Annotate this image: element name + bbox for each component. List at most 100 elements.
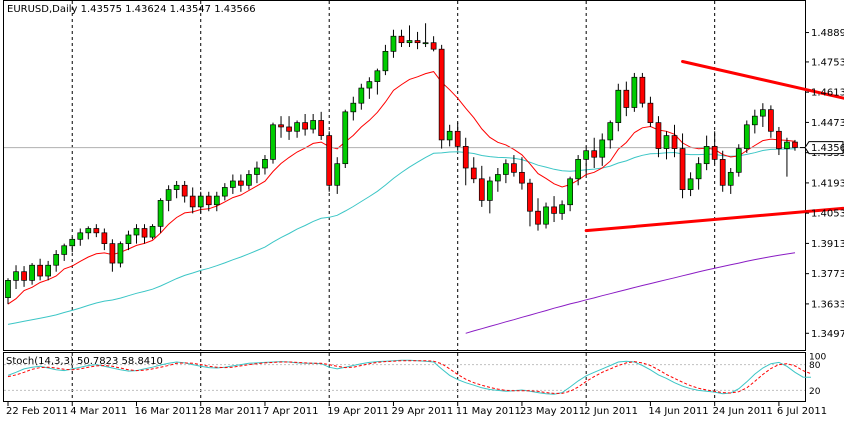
candle-body <box>213 195 220 206</box>
y-tick-label: 1.47530 <box>811 57 844 68</box>
x-tick-label: 7 Apr 2011 <box>263 406 318 417</box>
candle-body <box>157 200 164 227</box>
candle-body <box>430 42 437 50</box>
y-tick-label: 1.41930 <box>811 178 844 189</box>
candle-body <box>246 174 252 186</box>
candle-body <box>21 271 27 281</box>
candle-body <box>69 238 76 247</box>
candle-body <box>655 122 662 149</box>
y-tick-label: 1.44730 <box>811 118 844 129</box>
candle-body <box>238 180 244 186</box>
candle-body <box>671 135 678 149</box>
current-price-label: 1.43566 <box>811 143 844 154</box>
x-tick-label: 6 Jul 2011 <box>777 406 827 417</box>
candle-body <box>454 130 461 147</box>
moving-averages <box>4 71 806 334</box>
candle-body <box>406 40 413 44</box>
stoch-tick-label: 80 <box>809 361 821 371</box>
candle-body <box>29 264 35 281</box>
candle-body <box>776 130 782 149</box>
x-tick-label: 29 Apr 2011 <box>391 406 453 417</box>
candle-body <box>165 189 172 201</box>
x-tick-label: 24 Jun 2011 <box>713 406 773 417</box>
x-tick-label: 16 Mar 2011 <box>134 406 197 417</box>
candle-body <box>310 120 317 130</box>
sma-slow-line <box>465 252 796 334</box>
candle-body <box>615 89 622 123</box>
candle-body <box>45 264 52 277</box>
candle-body <box>784 141 790 149</box>
candle-body <box>294 122 300 132</box>
candle-body <box>221 187 228 197</box>
y-tick-label: 1.48890 <box>811 28 844 39</box>
time-axis: 22 Feb 2011 4 Mar 2011 16 Mar 2011 28 Mar 2… <box>6 402 827 417</box>
candle-body <box>703 146 710 165</box>
x-tick-label: 22 Feb 2011 <box>6 406 68 417</box>
candle-body <box>583 150 590 160</box>
current-price-box <box>804 141 844 155</box>
candle-body <box>607 122 614 141</box>
candle-body <box>414 40 421 44</box>
candle-body <box>61 245 68 255</box>
current-price-marker: 1.43566 <box>804 141 844 155</box>
candle-body <box>422 42 429 45</box>
candle-body <box>173 184 180 190</box>
candle-body <box>727 171 734 186</box>
candle-body <box>695 163 702 180</box>
candle-body <box>663 135 670 149</box>
candle-body <box>181 184 188 197</box>
candle-body <box>735 148 742 173</box>
candlesticks <box>5 23 798 305</box>
candle-body <box>743 124 750 149</box>
candle-body <box>101 232 108 244</box>
candle-body <box>503 163 509 175</box>
stoch-tick-label: 100 <box>809 353 826 363</box>
stoch-lines <box>7 359 812 395</box>
candle-body <box>535 210 541 225</box>
x-tick-label: 23 May 2011 <box>520 406 585 417</box>
candle-body <box>342 111 349 165</box>
x-tick-label: 11 May 2011 <box>456 406 521 417</box>
candle-body <box>751 115 758 126</box>
y-tick-label: 1.34970 <box>811 329 844 340</box>
candle-body <box>197 195 204 208</box>
candle-body <box>318 120 325 136</box>
y-tick-label: 1.39130 <box>811 239 844 250</box>
candle-body <box>438 48 445 141</box>
candle-body <box>270 124 276 160</box>
ema-mid-line <box>7 148 796 325</box>
candle-body <box>462 146 469 169</box>
candle-body <box>254 167 260 175</box>
candle-body <box>302 122 308 130</box>
x-tick-label: 28 Mar 2011 <box>199 406 262 417</box>
candle-body <box>687 178 694 190</box>
candle-body <box>109 243 116 264</box>
candle-body <box>205 195 212 206</box>
y-tick-label: 1.36330 <box>811 299 844 310</box>
candle-body <box>117 243 124 264</box>
candle-body <box>149 225 156 238</box>
candle-body <box>350 102 357 113</box>
ema-fast-line <box>7 71 796 305</box>
candle-body <box>141 228 148 238</box>
candle-body <box>133 228 140 236</box>
candle-body <box>53 254 60 266</box>
candle-body <box>711 146 718 160</box>
candle-body <box>631 76 638 108</box>
candle-body <box>647 102 654 123</box>
candle-body <box>125 234 132 244</box>
candle-body <box>13 271 19 281</box>
stoch-period-separators <box>71 353 716 402</box>
y-tick-label: 1.46130 <box>811 88 844 99</box>
candle-body <box>93 228 100 234</box>
candle-body <box>792 141 798 148</box>
candle-body <box>768 109 774 132</box>
candle-body <box>575 159 582 180</box>
price-axis: 1.488901.475301.461301.447301.433301.419… <box>805 28 844 340</box>
trendline-lower <box>584 206 844 233</box>
candle-body <box>551 206 557 214</box>
candle-body <box>390 35 397 52</box>
x-tick-label: 2 Jun 2011 <box>584 406 638 417</box>
candle-body <box>374 70 381 82</box>
